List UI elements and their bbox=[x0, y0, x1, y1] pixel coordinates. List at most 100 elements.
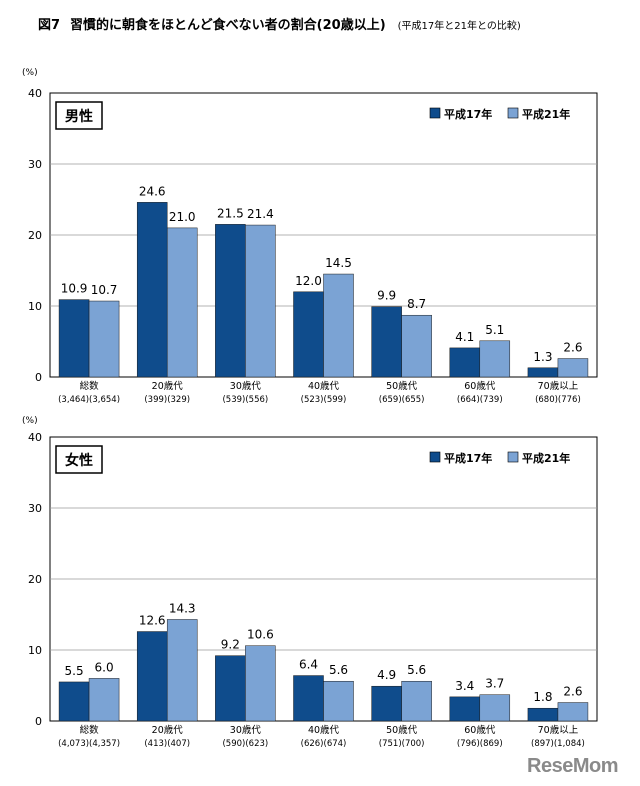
panel2-value-label: 9.2 bbox=[221, 638, 240, 652]
panel2-bar-s2-c1 bbox=[88, 678, 120, 722]
panel1-y-unit: (%) bbox=[22, 68, 38, 78]
figure-title: 図7 習慣的に朝食をほとんど食べない者の割合(20歳以上) (平成17年と21年との… bbox=[38, 14, 521, 33]
panel1-bar-s2-c2 bbox=[166, 227, 198, 378]
panel1-x-tick-count: (539)(556) bbox=[222, 395, 268, 405]
panel1-value-label: 5.1 bbox=[485, 323, 504, 337]
panel1-x-tick-count: (3,464)(3,654) bbox=[58, 395, 120, 405]
panel2-bar-s2-c3 bbox=[245, 645, 276, 722]
panel1-x-tick-label: 70歳以上 bbox=[538, 380, 579, 392]
panel2-bar-s2-c6 bbox=[479, 694, 511, 722]
panel2-legend-label-1: 平成17年 bbox=[444, 451, 492, 465]
panel2-legend-swatch-1 bbox=[429, 451, 441, 463]
panel2-value-label: 12.6 bbox=[139, 614, 166, 628]
panel2-panel-label-box bbox=[55, 445, 103, 474]
panel2-value-label: 3.4 bbox=[455, 679, 474, 693]
panel2-value-label: 6.4 bbox=[299, 658, 318, 672]
panel2-legend-swatch-2 bbox=[507, 451, 519, 463]
panel2-bar-s1-c2 bbox=[136, 631, 168, 722]
panel1-y-tick-label: 10 bbox=[28, 300, 42, 313]
panel2-bar-s2-c2 bbox=[166, 619, 198, 722]
panel1-bar-s1-c2 bbox=[136, 202, 168, 378]
panel2-y-tick-label: 20 bbox=[28, 573, 42, 586]
panel1-value-label: 4.1 bbox=[455, 330, 474, 344]
panel2-bar-s1-c7 bbox=[527, 707, 559, 722]
panel1-x-tick-count: (399)(329) bbox=[144, 395, 190, 405]
figure-number: 図7 bbox=[38, 18, 61, 33]
panel2-x-tick-label: 70歳以上 bbox=[538, 724, 579, 736]
panel2-x-tick-count: (413)(407) bbox=[144, 739, 190, 749]
panel1-value-label: 2.6 bbox=[563, 341, 582, 355]
panel1-legend-label-2: 平成21年 bbox=[522, 107, 570, 121]
panel2-value-label: 1.8 bbox=[533, 690, 552, 704]
panel1-value-label: 24.6 bbox=[139, 184, 166, 198]
panel2-x-tick-label: 20歳代 bbox=[152, 724, 184, 736]
panel1-bar-s2-c7 bbox=[557, 358, 589, 378]
panel1-bar-s2-c4 bbox=[323, 273, 354, 378]
panel1-value-label: 10.7 bbox=[91, 283, 118, 297]
panel1-panel-label-box bbox=[55, 101, 103, 130]
panel1-legend-swatch-1 bbox=[429, 107, 441, 119]
panel1-x-tick-count: (664)(739) bbox=[457, 395, 503, 405]
panel1-x-tick-label: 総数 bbox=[80, 380, 100, 392]
panel2-x-tick-label: 60歳代 bbox=[464, 724, 496, 736]
panel2-value-label: 4.9 bbox=[377, 668, 396, 682]
panel2-x-tick-count: (796)(869) bbox=[457, 739, 503, 749]
panel2-x-tick-count: (897)(1,084) bbox=[531, 739, 585, 749]
panel1-legend-swatch-2 bbox=[507, 107, 519, 119]
panel1-x-tick-label: 50歳代 bbox=[386, 380, 418, 392]
panel2-value-label: 5.5 bbox=[65, 664, 84, 678]
panel1-value-label: 9.9 bbox=[377, 289, 396, 303]
panel2-x-tick-count: (626)(674) bbox=[301, 739, 347, 749]
panel1-value-label: 21.5 bbox=[217, 206, 244, 220]
panel1-value-label: 21.4 bbox=[247, 207, 274, 221]
panel1-bar-s1-c1 bbox=[58, 299, 90, 378]
panel2-x-tick-label: 40歳代 bbox=[308, 724, 340, 736]
panel1-bar-s2-c6 bbox=[479, 340, 511, 378]
panel2-value-label: 5.6 bbox=[407, 663, 426, 677]
panel1-x-tick-count: (659)(655) bbox=[379, 395, 425, 405]
panel1-bar-s1-c4 bbox=[293, 291, 324, 378]
panel2-bar-s1-c6 bbox=[449, 696, 481, 722]
panel1-bar-s1-c6 bbox=[449, 347, 481, 378]
figure-subtitle: (平成17年と21年との比較) bbox=[397, 21, 521, 32]
panel2-x-tick-label: 30歳代 bbox=[230, 724, 262, 736]
panel1-value-label: 1.3 bbox=[533, 350, 552, 364]
panel2-x-tick-count: (4,073)(4,357) bbox=[58, 739, 120, 749]
panel1-value-label: 8.7 bbox=[407, 297, 426, 311]
panel2-x-tick-count: (590)(623) bbox=[222, 739, 268, 749]
panel1-bar-s2-c5 bbox=[401, 314, 432, 378]
watermark-logo: ReseMom bbox=[527, 755, 618, 777]
panel2-value-label: 2.6 bbox=[563, 685, 582, 699]
panel2-bar-s1-c3 bbox=[215, 655, 246, 722]
panel2-bar-s1-c1 bbox=[58, 681, 90, 722]
panel1-panel-label: 男性 bbox=[65, 108, 93, 125]
panel2-bar-s1-c5 bbox=[371, 685, 402, 722]
panel1-value-label: 21.0 bbox=[169, 210, 196, 224]
panel2-legend-label-2: 平成21年 bbox=[522, 451, 570, 465]
panel2-bar-s1-c4 bbox=[293, 675, 324, 722]
panel1-x-tick-label: 60歳代 bbox=[464, 380, 496, 392]
panel2-y-unit: (%) bbox=[22, 416, 38, 426]
panel1-bar-s1-c5 bbox=[371, 306, 402, 378]
panel1-x-tick-label: 20歳代 bbox=[152, 380, 184, 392]
panel1-bar-s1-c3 bbox=[215, 224, 246, 378]
panel1-x-tick-count: (680)(776) bbox=[535, 395, 581, 405]
panel1-value-label: 14.5 bbox=[325, 256, 352, 270]
panel2-value-label: 5.6 bbox=[329, 663, 348, 677]
panel2-y-tick-label: 30 bbox=[28, 502, 42, 515]
panel2-value-label: 6.0 bbox=[95, 660, 114, 674]
panel2-x-tick-label: 総数 bbox=[80, 724, 100, 736]
panel1-bar-s2-c3 bbox=[245, 224, 276, 378]
panel1-x-tick-label: 30歳代 bbox=[230, 380, 262, 392]
panel1-value-label: 10.9 bbox=[61, 282, 88, 296]
panel2-bar-s2-c7 bbox=[557, 702, 589, 722]
panel1-x-tick-count: (523)(599) bbox=[301, 395, 347, 405]
panel1-bar-s1-c7 bbox=[527, 367, 559, 378]
panel1-value-label: 12.0 bbox=[295, 274, 322, 288]
panel1-bar-s2-c1 bbox=[88, 300, 120, 378]
panel2-value-label: 3.7 bbox=[485, 677, 504, 691]
panel2-y-tick-label: 40 bbox=[28, 431, 42, 444]
panel1-legend-label-1: 平成17年 bbox=[444, 107, 492, 121]
panel1-y-tick-label: 40 bbox=[28, 87, 42, 100]
